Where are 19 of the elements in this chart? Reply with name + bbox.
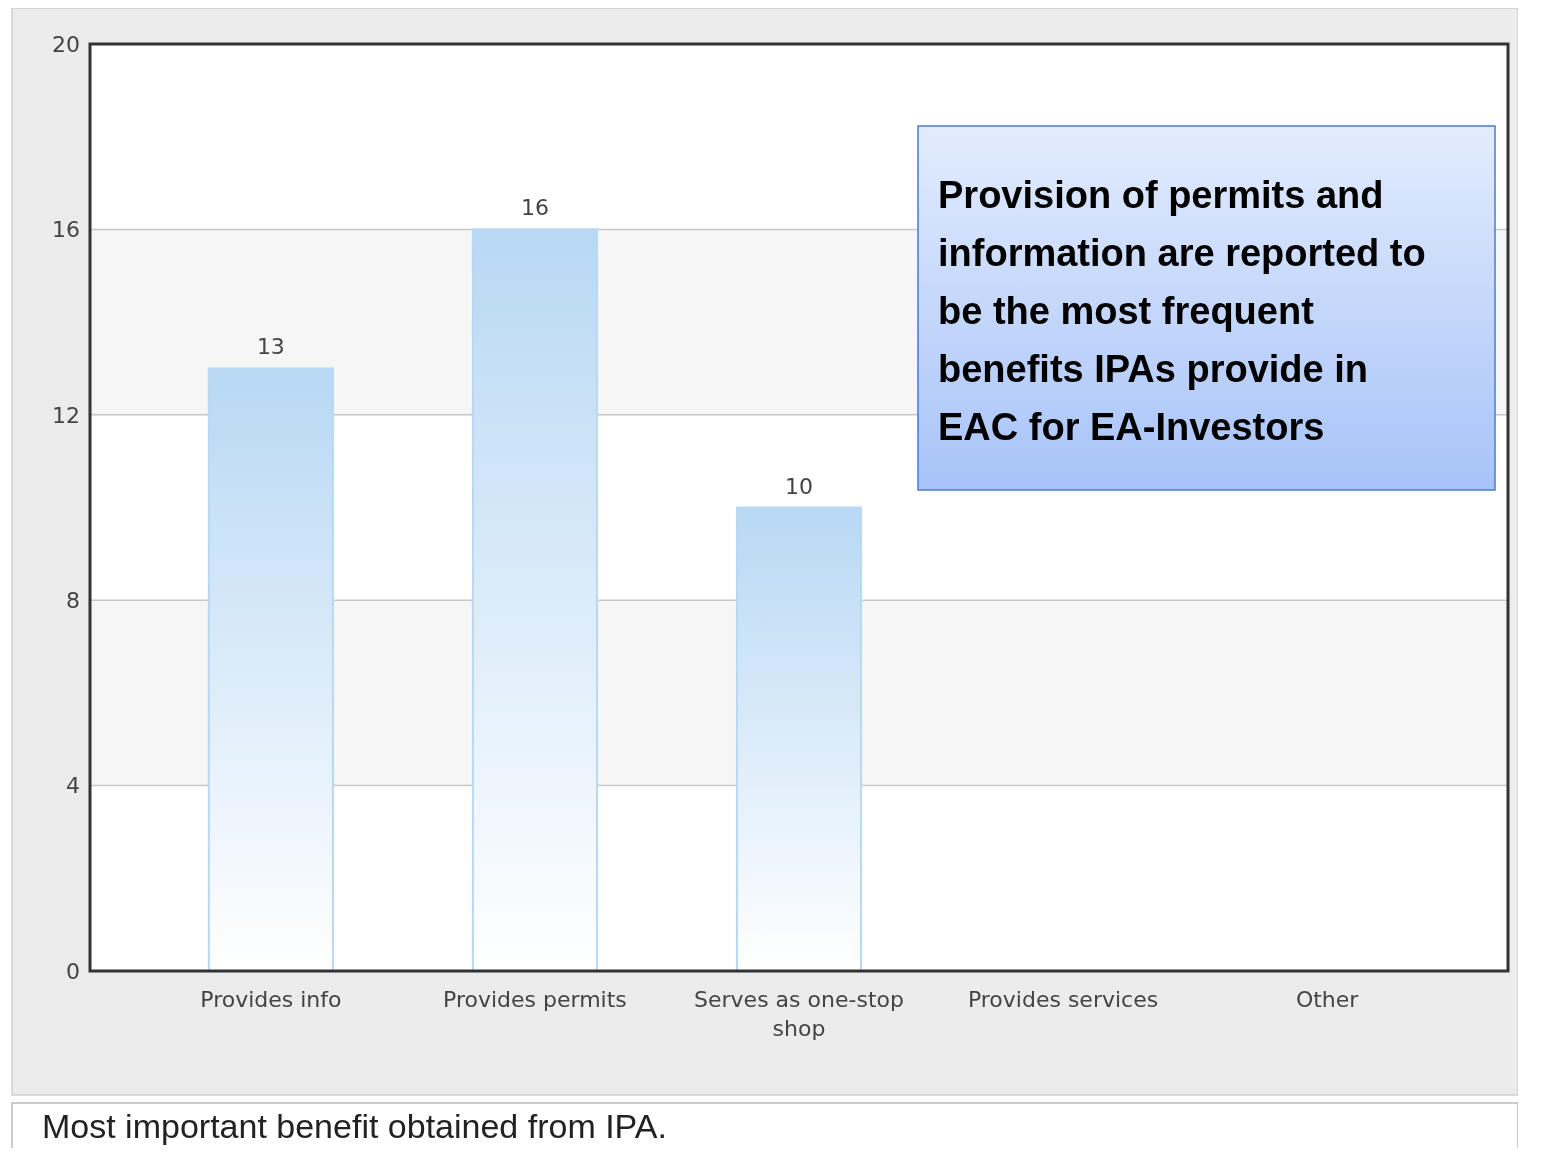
y-tick-label: 4	[66, 773, 80, 799]
y-tick-label: 8	[66, 587, 80, 613]
y-tick-label: 20	[52, 31, 80, 57]
annotation: Provision of permits and information are reported to be the most frequent benefits IPAs provide in EAC for EA-Investors	[938, 174, 1426, 448]
text: Most important benefit obtained from IPA.	[42, 1107, 667, 1145]
x-tick-label: Serves as one-stop shop	[694, 987, 904, 1041]
y-tick-label: 12	[52, 402, 80, 428]
data-label: 13	[256, 334, 285, 360]
x-tick-label: Provides permits	[443, 987, 627, 1012]
bar	[735, 506, 863, 972]
y-tick-label: 0	[66, 958, 80, 984]
x-tick-label: Provides info	[200, 987, 342, 1012]
bar	[471, 228, 598, 972]
data-label: 10	[785, 473, 813, 499]
x-tick-label: Provides services	[967, 987, 1159, 1012]
data-label: 16	[520, 195, 549, 221]
bar	[207, 367, 334, 972]
y-tick-label: 16	[52, 217, 80, 243]
x-tick-label: Other	[1295, 987, 1360, 1012]
